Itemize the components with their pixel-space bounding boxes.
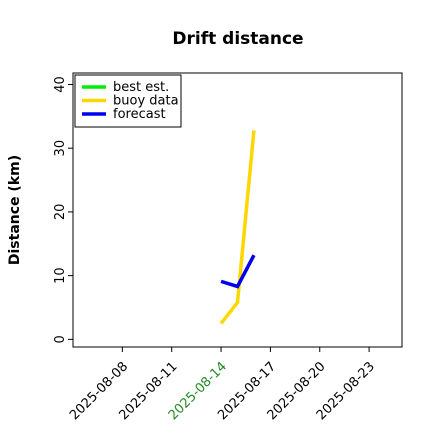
legend-label: buoy data bbox=[113, 94, 179, 109]
y-tick-label: 0 bbox=[53, 335, 68, 343]
legend-label: best est. bbox=[113, 80, 169, 95]
y-tick-label: 30 bbox=[53, 140, 68, 157]
y-tick-label: 20 bbox=[53, 204, 68, 221]
legend-label: forecast bbox=[113, 107, 166, 122]
series-line bbox=[220, 254, 256, 289]
series-line bbox=[219, 130, 256, 325]
y-tick-label: 10 bbox=[53, 267, 68, 284]
chart-title: Drift distance bbox=[172, 29, 303, 49]
plot-frame bbox=[72, 72, 403, 348]
y-tick-label: 40 bbox=[53, 76, 68, 93]
y-axis-label: Distance (km) bbox=[7, 155, 23, 265]
